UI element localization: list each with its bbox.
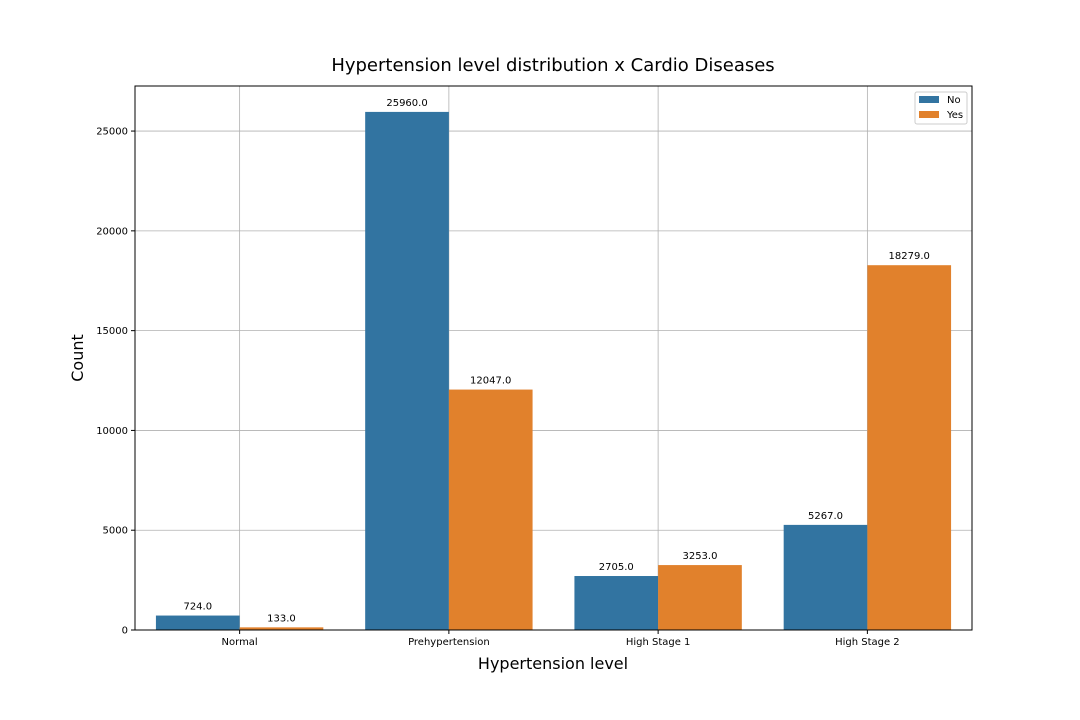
y-tick-label: 25000 [96, 127, 128, 138]
bars-layer [155, 111, 952, 630]
y-tick-label: 0 [122, 626, 128, 637]
x-tick-label: Normal [222, 637, 258, 648]
y-tick-label: 15000 [96, 326, 128, 337]
x-tick-label: High Stage 1 [626, 637, 691, 648]
data-label: 12047.0 [470, 376, 511, 387]
data-label: 724.0 [183, 602, 212, 613]
data-label: 5267.0 [808, 511, 843, 522]
bar-no-high-stage-2 [783, 524, 868, 630]
legend-swatch-no [919, 96, 939, 103]
y-tick-label: 20000 [96, 226, 128, 237]
x-tick-label: Prehypertension [408, 637, 490, 648]
bar-no-high-stage-1 [574, 576, 659, 630]
data-label: 25960.0 [386, 98, 427, 109]
x-tick-label: High Stage 2 [835, 637, 900, 648]
bar-no-prehypertension [365, 111, 449, 630]
ticks-layer [131, 130, 868, 634]
bar-no-normal [155, 615, 240, 630]
data-label: 2705.0 [599, 562, 634, 573]
data-label: 3253.0 [682, 551, 717, 562]
y-axis-label: Count [68, 334, 87, 382]
data-label: 18279.0 [889, 251, 930, 262]
labels-layer: Normal Prehypertension High Stage 1 High St… [96, 98, 930, 648]
y-tick-label: 5000 [103, 526, 128, 537]
legend-label-no: No [947, 95, 961, 106]
legend: No Yes [914, 91, 968, 125]
legend-label-yes: Yes [946, 110, 963, 121]
legend-swatch-yes [919, 111, 939, 118]
y-tick-label: 10000 [96, 426, 128, 437]
bar-yes-high-stage-1 [658, 565, 742, 630]
plot-frame [134, 85, 973, 631]
data-label: 133.0 [267, 613, 296, 624]
bar-yes-high-stage-2 [867, 265, 952, 630]
bar-yes-normal [239, 627, 324, 630]
x-axis-label: Hypertension level [478, 654, 628, 673]
chart-title: Hypertension level distribution x Cardio… [331, 55, 774, 76]
bar-yes-prehypertension [448, 389, 533, 630]
